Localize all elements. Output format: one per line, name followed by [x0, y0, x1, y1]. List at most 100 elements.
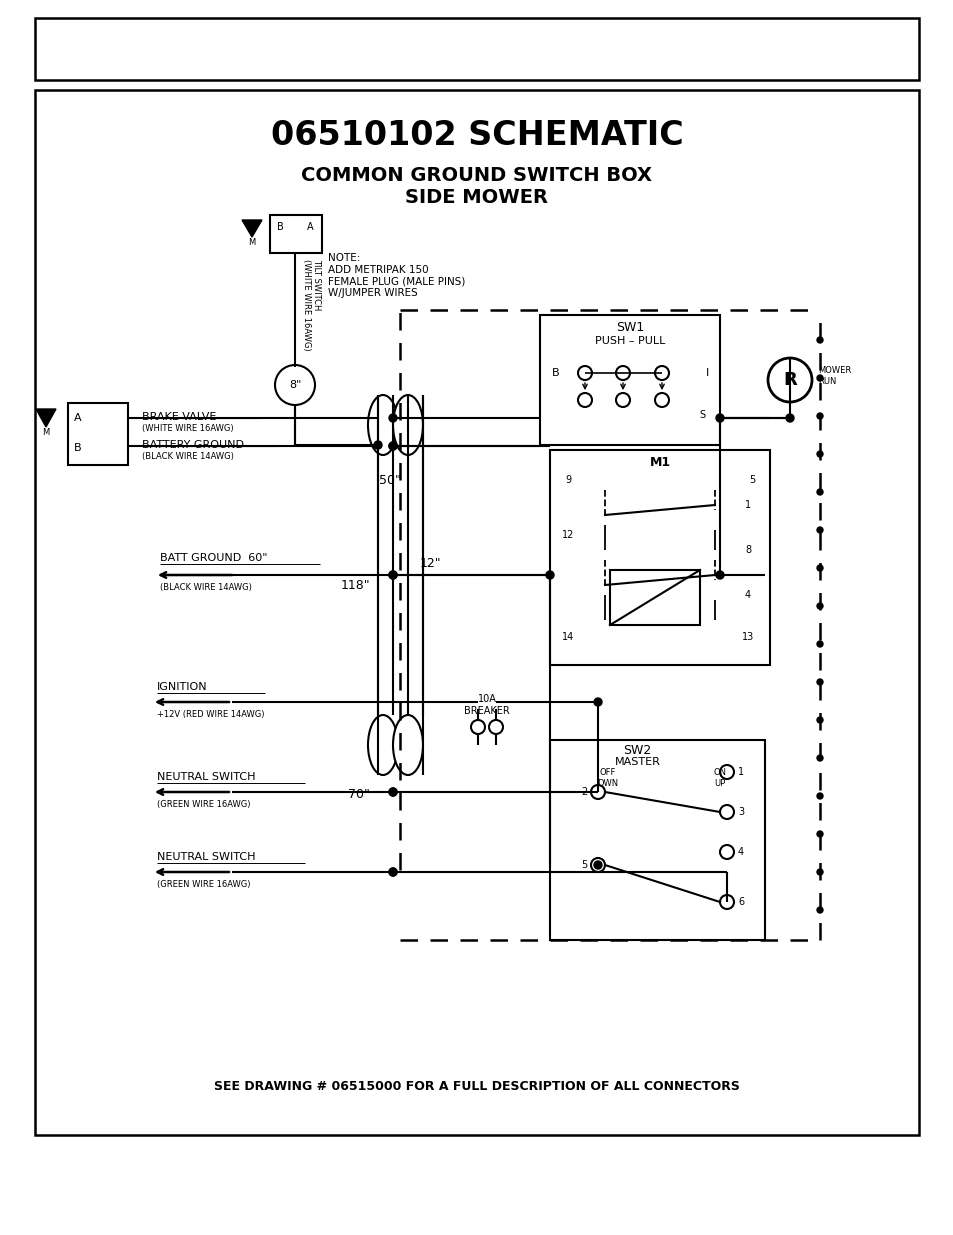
- Text: NEUTRAL SWITCH: NEUTRAL SWITCH: [157, 772, 255, 782]
- Circle shape: [816, 718, 822, 722]
- Text: 13: 13: [741, 632, 753, 642]
- Text: 3: 3: [738, 806, 743, 818]
- Text: NEUTRAL SWITCH: NEUTRAL SWITCH: [157, 852, 255, 862]
- Text: B: B: [552, 368, 559, 378]
- Circle shape: [716, 414, 723, 422]
- Text: 118": 118": [340, 578, 370, 592]
- Text: 50": 50": [378, 473, 400, 487]
- Text: I: I: [705, 368, 709, 378]
- Text: SIDE MOWER: SIDE MOWER: [405, 188, 548, 206]
- Text: 06510102 SCHEMATIC: 06510102 SCHEMATIC: [271, 119, 682, 152]
- Text: (GREEN WIRE 16AWG): (GREEN WIRE 16AWG): [157, 881, 251, 889]
- Text: COMMON GROUND SWITCH BOX: COMMON GROUND SWITCH BOX: [301, 165, 652, 184]
- Text: (BLACK WIRE 14AWG): (BLACK WIRE 14AWG): [142, 452, 233, 461]
- Bar: [550, 740, 764, 940]
- Text: 5: 5: [580, 860, 586, 869]
- Circle shape: [816, 412, 822, 419]
- Circle shape: [616, 393, 629, 408]
- Bar: [539, 315, 720, 445]
- Text: R: R: [782, 370, 796, 389]
- Circle shape: [816, 527, 822, 534]
- Circle shape: [655, 393, 668, 408]
- Text: 4: 4: [738, 847, 743, 857]
- Circle shape: [655, 366, 668, 380]
- Text: 1: 1: [744, 500, 750, 510]
- Text: SW1: SW1: [616, 321, 643, 333]
- Text: 4: 4: [744, 590, 750, 600]
- Text: MASTER: MASTER: [614, 757, 659, 767]
- Circle shape: [816, 337, 822, 343]
- Text: IGNITION: IGNITION: [157, 682, 208, 692]
- Text: +12V (RED WIRE 14AWG): +12V (RED WIRE 14AWG): [157, 710, 264, 719]
- Text: PUSH – PULL: PUSH – PULL: [594, 336, 664, 346]
- Ellipse shape: [393, 395, 422, 454]
- Circle shape: [489, 720, 502, 734]
- Polygon shape: [242, 220, 262, 237]
- Bar: [609, 571, 700, 625]
- Text: MOWER
RUN: MOWER RUN: [817, 367, 850, 385]
- Circle shape: [545, 571, 554, 579]
- Circle shape: [816, 641, 822, 647]
- Circle shape: [720, 805, 733, 819]
- Text: BRAKE VALVE: BRAKE VALVE: [142, 412, 216, 422]
- Circle shape: [816, 755, 822, 761]
- Circle shape: [590, 785, 604, 799]
- Text: M: M: [42, 427, 50, 436]
- Text: BATT GROUND  60": BATT GROUND 60": [160, 553, 267, 563]
- Text: 5: 5: [748, 475, 755, 485]
- Text: A: A: [306, 222, 313, 232]
- Circle shape: [816, 451, 822, 457]
- Text: SW2: SW2: [622, 743, 651, 757]
- Text: 8": 8": [289, 380, 301, 390]
- Ellipse shape: [368, 395, 397, 454]
- Circle shape: [816, 793, 822, 799]
- Text: B: B: [74, 443, 82, 453]
- Text: OFF
DWN: OFF DWN: [597, 768, 618, 788]
- Text: NOTE:
ADD METRIPAK 150
FEMALE PLUG (MALE PINS)
W/JUMPER WIRES: NOTE: ADD METRIPAK 150 FEMALE PLUG (MALE…: [328, 253, 465, 298]
- Bar: [270, 215, 322, 253]
- Bar: [35, 90, 918, 1135]
- Circle shape: [816, 869, 822, 876]
- Ellipse shape: [393, 715, 422, 776]
- Text: ON
UP: ON UP: [713, 768, 726, 788]
- Circle shape: [816, 906, 822, 913]
- Circle shape: [471, 720, 484, 734]
- Circle shape: [389, 571, 396, 579]
- Circle shape: [389, 788, 396, 797]
- Text: (GREEN WIRE 16AWG): (GREEN WIRE 16AWG): [157, 800, 251, 809]
- Circle shape: [389, 868, 396, 876]
- Text: 12": 12": [418, 557, 440, 569]
- Circle shape: [720, 895, 733, 909]
- Text: 8: 8: [744, 545, 750, 555]
- Circle shape: [389, 571, 396, 579]
- Circle shape: [720, 764, 733, 779]
- Text: 2: 2: [580, 787, 586, 797]
- Text: M1: M1: [649, 456, 670, 468]
- Text: 12: 12: [561, 530, 574, 540]
- Circle shape: [274, 366, 314, 405]
- Circle shape: [816, 375, 822, 382]
- Circle shape: [816, 679, 822, 685]
- Circle shape: [816, 831, 822, 837]
- Circle shape: [594, 698, 601, 706]
- Circle shape: [594, 861, 601, 869]
- Text: SEE DRAWING # 06515000 FOR A FULL DESCRIPTION OF ALL CONNECTORS: SEE DRAWING # 06515000 FOR A FULL DESCRI…: [213, 1081, 740, 1093]
- Circle shape: [816, 564, 822, 571]
- Text: S: S: [699, 410, 704, 420]
- Circle shape: [389, 414, 396, 422]
- Text: (WHITE WIRE 16AWG): (WHITE WIRE 16AWG): [142, 424, 233, 432]
- Text: 14: 14: [561, 632, 574, 642]
- Text: 1: 1: [738, 767, 743, 777]
- Circle shape: [389, 868, 396, 876]
- Circle shape: [389, 442, 396, 450]
- Circle shape: [389, 788, 396, 797]
- Text: 10A
BREAKER: 10A BREAKER: [464, 694, 509, 716]
- Text: BATTERY GROUND: BATTERY GROUND: [142, 440, 244, 450]
- Text: 9: 9: [564, 475, 571, 485]
- Text: M: M: [248, 237, 255, 247]
- Circle shape: [716, 571, 723, 579]
- Circle shape: [785, 414, 793, 422]
- Circle shape: [374, 441, 381, 450]
- Bar: [35, 19, 918, 80]
- Circle shape: [578, 393, 592, 408]
